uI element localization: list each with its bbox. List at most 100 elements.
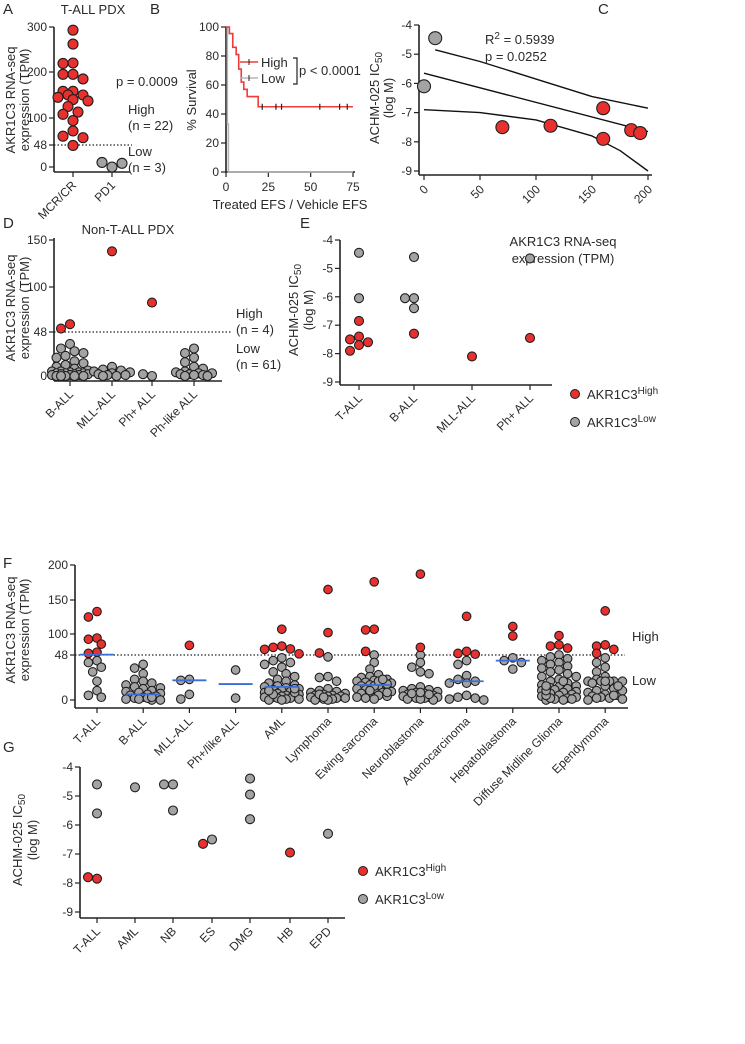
data-point-low xyxy=(314,672,325,683)
data-point-high xyxy=(284,847,296,858)
data-point-low xyxy=(424,668,434,679)
p-value-label: p = 0.0252 xyxy=(485,49,547,64)
confidence-band-lower xyxy=(423,108,649,172)
data-point-low xyxy=(600,662,611,673)
y-tick-label: 0 xyxy=(61,693,68,707)
data-point-low xyxy=(155,695,166,705)
y-tick-label: -4 xyxy=(62,760,73,774)
legend-label-part: AKR1C3 xyxy=(375,864,426,879)
y-tick-label: -7 xyxy=(322,318,333,332)
data-point-low xyxy=(188,343,200,354)
legend-label: AKR1C3High xyxy=(375,863,446,879)
data-point-high xyxy=(323,584,333,595)
data-point-high xyxy=(276,641,287,651)
data-point-low xyxy=(92,685,102,696)
high-n-label: (n = 4) xyxy=(236,322,274,337)
y-tick-label: -4 xyxy=(401,18,412,32)
x-category-label: AML xyxy=(114,924,142,952)
data-point-low xyxy=(184,689,195,700)
data-point-high xyxy=(52,91,64,103)
y-tick-label: -8 xyxy=(62,876,73,890)
data-point-high xyxy=(591,648,602,659)
data-point-low xyxy=(91,779,103,790)
data-point-low xyxy=(461,655,472,666)
x-axis-label: AKR1C3 RNA-seq xyxy=(510,234,617,249)
data-point-high xyxy=(353,340,365,351)
data-point-high xyxy=(596,101,611,116)
y-axis-label-part: ACHM-025 IC xyxy=(286,275,301,356)
data-point-low xyxy=(600,676,611,687)
x-category-label: MLL-ALL xyxy=(151,714,196,759)
legend-label: High xyxy=(261,55,288,70)
data-point-high xyxy=(596,131,611,146)
data-point-high xyxy=(323,627,333,638)
data-point-low xyxy=(608,690,619,701)
y-tick-label: -6 xyxy=(401,76,412,90)
y-tick-label: 100 xyxy=(199,20,219,34)
data-point-low xyxy=(428,31,443,46)
data-point-low xyxy=(184,674,195,685)
data-point-high xyxy=(184,640,195,651)
y-tick-label: 60 xyxy=(206,78,220,92)
data-point-high xyxy=(72,106,84,118)
data-point-low xyxy=(92,676,102,687)
data-point-low xyxy=(571,671,582,682)
y-tick-label: 150 xyxy=(48,593,68,607)
data-point-low xyxy=(106,161,118,173)
regression-line xyxy=(423,72,649,133)
data-point-low xyxy=(416,79,432,94)
legend-label-part: AKR1C3 xyxy=(587,387,638,402)
y-tick-label: -7 xyxy=(401,106,412,120)
data-point-low xyxy=(415,657,426,668)
data-point-low xyxy=(461,690,472,701)
data-point-high xyxy=(82,872,94,883)
data-point-low xyxy=(600,652,611,663)
data-point-high xyxy=(57,57,69,70)
data-point-low xyxy=(294,694,304,704)
data-point-high xyxy=(285,644,296,654)
y-axis-label: % Survival xyxy=(184,69,199,131)
data-point-low xyxy=(83,690,94,701)
data-point-low xyxy=(146,370,158,382)
x-axis-label: Treated EFS / Vehicle EFS xyxy=(213,197,368,212)
data-point-low xyxy=(340,693,351,703)
y-tick-label: 80 xyxy=(206,49,220,63)
y-tick-label: -9 xyxy=(62,905,73,919)
data-point-high xyxy=(600,640,611,650)
panel-label-e: E xyxy=(300,215,310,232)
data-point-high xyxy=(197,838,209,849)
data-point-low xyxy=(179,357,191,368)
data-point-low xyxy=(289,671,300,682)
data-point-low xyxy=(408,303,420,314)
data-point-low xyxy=(322,828,334,839)
data-point-low xyxy=(415,667,426,677)
x-category-label: HB xyxy=(274,924,296,946)
y-tick-label: 150 xyxy=(27,233,47,247)
legend-label: AKR1C3Low xyxy=(375,891,445,907)
data-point-low xyxy=(116,157,128,169)
data-point-low xyxy=(567,694,577,704)
data-point-low xyxy=(121,694,131,704)
data-point-high xyxy=(57,68,69,80)
data-point-low xyxy=(399,293,411,304)
legend-label-part: Low xyxy=(638,414,657,425)
data-point-high xyxy=(408,328,420,339)
data-point-low xyxy=(558,695,569,705)
data-point-low xyxy=(167,805,179,816)
low-n-label: (n = 3) xyxy=(128,160,166,175)
data-point-low xyxy=(415,687,426,698)
legend-marker-low xyxy=(358,894,368,904)
x-tick-label: 150 xyxy=(575,182,599,206)
km-curve-high xyxy=(226,26,353,108)
data-point-low xyxy=(369,694,380,704)
y-tick-label: 100 xyxy=(48,627,68,641)
high-label: High xyxy=(128,102,155,117)
y-tick-label: -5 xyxy=(401,47,412,61)
data-point-low xyxy=(175,694,186,704)
r-squared-label: R2 = 0.5939 xyxy=(485,31,555,47)
data-point-low xyxy=(406,688,417,699)
r-squared-label-part: = 0.5939 xyxy=(500,32,555,47)
panel-label-b: B xyxy=(150,1,160,18)
x-category-label: B-ALL xyxy=(43,387,77,421)
chart-title: Non-T-ALL PDX xyxy=(82,222,175,237)
